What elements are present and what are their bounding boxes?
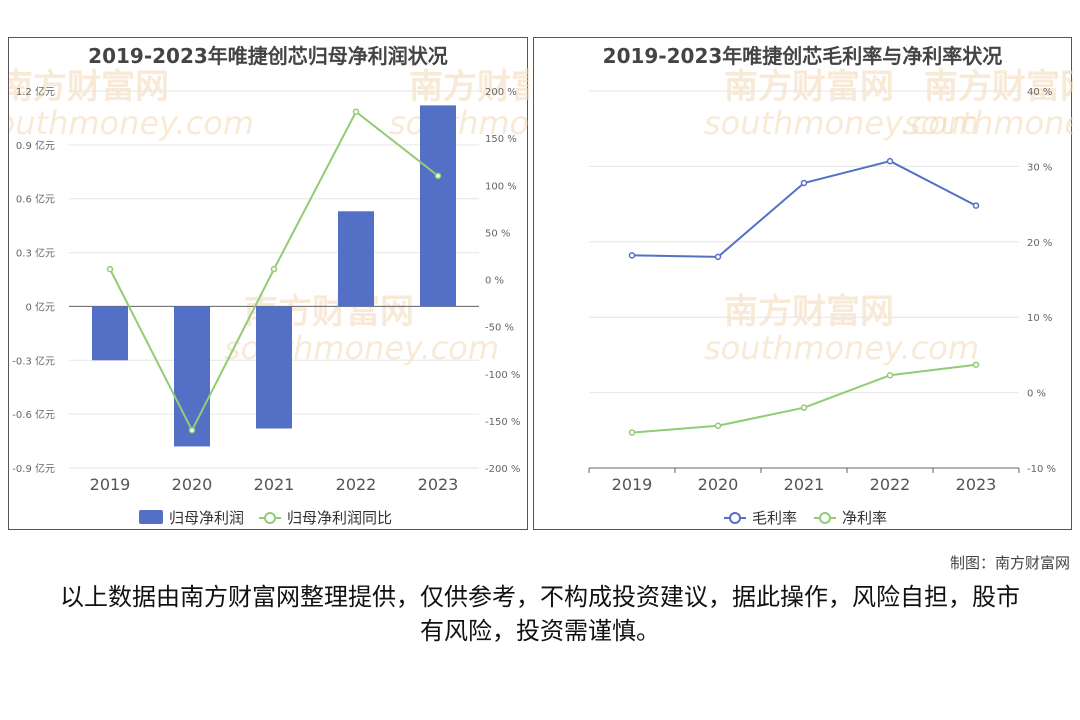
watermark-text: 南方财富网 — [409, 67, 529, 107]
margin-chart-panel: 2019-2023年唯捷创芯毛利率与净利率状况 南方财富网 southmoney.… — [533, 37, 1073, 530]
y-left-tick-label: -0.9 亿元 — [12, 462, 55, 475]
watermark-text: southmoney.com — [9, 104, 254, 142]
series-1-point-2021 — [800, 404, 808, 411]
x-tick-label: 2022 — [336, 475, 377, 494]
y-right-tick-label: -50 % — [485, 323, 514, 334]
legend-line-label: 归母净利润同比 — [287, 509, 392, 527]
x-tick-label: 2020 — [698, 475, 739, 494]
bar-2022 — [338, 211, 374, 307]
y-right-tick-label: 30 % — [1027, 162, 1052, 173]
y-right-tick-label: 0 % — [1027, 389, 1046, 400]
watermark-text: 南方财富网 — [9, 67, 169, 107]
bar-2021 — [256, 306, 292, 429]
watermark-text: 南方财富网 — [724, 67, 894, 107]
y-left-tick-label: 0 亿元 — [25, 300, 55, 313]
watermark-text: southmoney.com — [704, 329, 979, 367]
x-tick-label: 2020 — [172, 475, 213, 494]
bar-2020 — [174, 306, 210, 447]
x-tick-label: 2021 — [254, 475, 295, 494]
legend-bar-label: 归母净利润 — [169, 509, 244, 527]
series-0-point-2022 — [886, 157, 894, 165]
legend-marker-0 — [729, 512, 741, 524]
series-1-point-2023 — [972, 361, 980, 368]
x-tick-label: 2023 — [956, 475, 997, 494]
watermark-text: southmoney.com — [904, 104, 1073, 142]
series-0-point-2021 — [800, 179, 808, 187]
x-tick-label: 2019 — [612, 475, 653, 494]
y-left-tick-label: 0.6 亿元 — [16, 193, 55, 206]
series-1-point-2022 — [886, 372, 894, 379]
series-0-point-2019 — [628, 252, 636, 259]
series-0-point-2023 — [972, 202, 980, 209]
y-right-tick-label: -10 % — [1027, 464, 1056, 475]
net-profit-chart-title: 2019-2023年唯捷创芯归母净利润状况 — [88, 44, 448, 68]
series-line-0 — [631, 160, 977, 258]
legend-label-0: 毛利率 — [752, 509, 797, 527]
yoy-point-2019 — [106, 265, 114, 273]
series-1-point-2019 — [628, 429, 636, 436]
y-right-tick-label: -100 % — [485, 370, 520, 381]
x-tick-label: 2022 — [870, 475, 911, 494]
watermark-text: southmoney.com — [389, 104, 529, 142]
legend-marker-1 — [819, 512, 831, 524]
watermark-text: southmoney.com — [704, 104, 979, 142]
disclaimer-text: 以上数据由南方财富网整理提供，仅供参考，不构成投资建议，据此操作，风险自担，股市… — [60, 583, 1020, 645]
net-profit-chart: 南方财富网southmoney.com南方财富网southmoney.com南方… — [9, 67, 529, 527]
y-left-tick-label: -0.3 亿元 — [12, 354, 55, 367]
watermark-text: 南方财富网 — [924, 67, 1073, 107]
yoy-point-2023 — [434, 172, 442, 180]
legend-label-1: 净利率 — [842, 509, 887, 527]
margin-chart: 南方财富网southmoney.com南方财富网southmoney.com南方… — [588, 67, 1073, 527]
y-right-tick-label: -150 % — [485, 417, 520, 428]
legend-line-marker — [264, 512, 276, 524]
y-left-tick-label: 1.2 亿元 — [16, 85, 55, 98]
y-right-tick-label: 100 % — [485, 181, 517, 192]
yoy-point-2022 — [352, 108, 360, 115]
y-left-tick-label: -0.6 亿元 — [12, 408, 55, 421]
y-right-tick-label: 0 % — [485, 276, 504, 287]
x-tick-label: 2019 — [90, 475, 131, 494]
x-tick-label: 2021 — [784, 475, 825, 494]
x-tick-label: 2023 — [418, 475, 459, 494]
y-left-tick-label: 0.9 亿元 — [16, 139, 55, 152]
margin-chart-title: 2019-2023年唯捷创芯毛利率与净利率状况 — [602, 44, 1003, 68]
y-right-tick-label: 10 % — [1027, 313, 1052, 324]
yoy-point-2020 — [188, 427, 196, 434]
series-0-point-2020 — [714, 253, 722, 261]
source-label: 制图：南方财富网 — [949, 554, 1070, 572]
bar-2019 — [92, 306, 128, 361]
bar-2023 — [420, 105, 456, 307]
y-right-tick-label: 200 % — [485, 87, 517, 98]
series-line-1 — [631, 363, 977, 434]
legend-bar-swatch — [139, 510, 163, 524]
y-right-tick-label: 50 % — [485, 228, 510, 239]
y-right-tick-label: 40 % — [1027, 87, 1052, 98]
y-left-tick-label: 0.3 亿元 — [16, 247, 55, 260]
y-right-tick-label: 150 % — [485, 134, 517, 145]
net-profit-chart-panel: 2019-2023年唯捷创芯归母净利润状况 南方财富网southmoney.co… — [8, 37, 529, 530]
y-right-tick-label: 20 % — [1027, 238, 1052, 249]
series-1-point-2020 — [714, 422, 722, 430]
yoy-point-2021 — [270, 265, 278, 273]
watermark-text: 南方财富网 — [724, 292, 894, 332]
y-right-tick-label: -200 % — [485, 464, 520, 475]
